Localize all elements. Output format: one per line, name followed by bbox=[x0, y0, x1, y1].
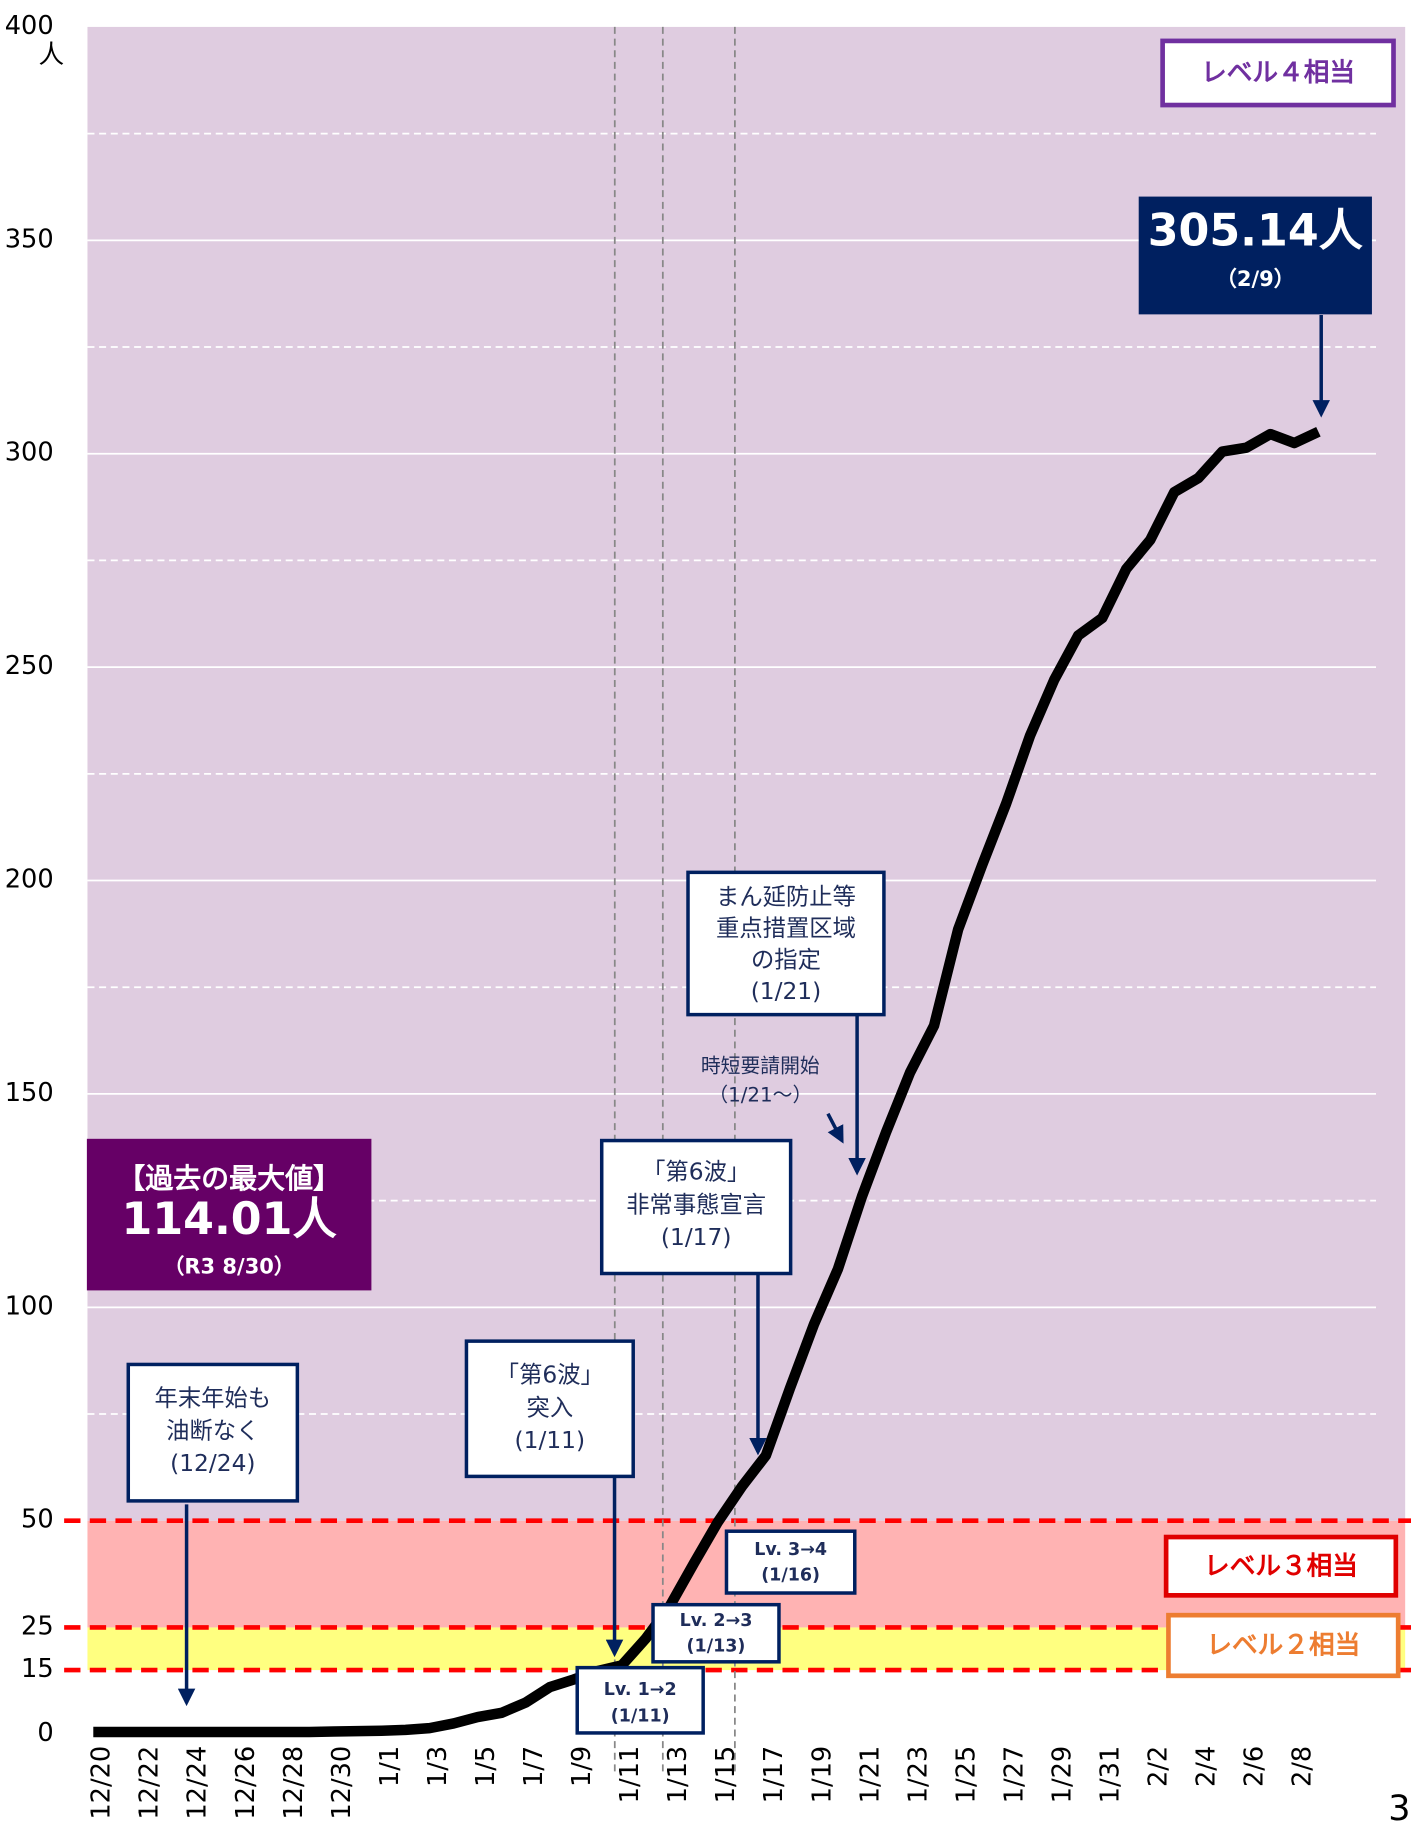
annotation-text: Lv. 3→4 bbox=[754, 1540, 827, 1560]
annotation-text: Lv. 2→3 bbox=[680, 1611, 753, 1631]
annotation-text: (1/13) bbox=[687, 1637, 746, 1657]
x-tick-label: 12/28 bbox=[279, 1746, 309, 1820]
x-tick-label: 12/22 bbox=[135, 1746, 165, 1820]
annotation-text: の指定 bbox=[751, 946, 821, 973]
x-tick-label: 12/20 bbox=[87, 1746, 117, 1820]
level-label: レベル３相当 bbox=[1204, 1551, 1358, 1581]
annotation-text: (1/11) bbox=[515, 1427, 586, 1454]
x-tick-label: 1/3 bbox=[423, 1746, 453, 1787]
x-tick-label: 1/5 bbox=[471, 1746, 501, 1787]
annotation-text: 305.14人 bbox=[1148, 205, 1364, 256]
y-tick-label: 400 bbox=[5, 11, 54, 41]
annotation-text: 油断なく bbox=[166, 1418, 259, 1445]
y-tick-label: 300 bbox=[5, 438, 54, 468]
y-tick-label: 350 bbox=[5, 224, 54, 254]
annotation-text: 時短要請開始 bbox=[701, 1055, 820, 1078]
annotation-box bbox=[86, 1138, 372, 1291]
x-tick-label: 1/21 bbox=[855, 1746, 885, 1804]
annotation-text: Lv. 1→2 bbox=[604, 1680, 677, 1700]
annotation-text: (1/17) bbox=[661, 1224, 732, 1251]
annotation-box bbox=[651, 1602, 781, 1664]
annotation-text: (1/11) bbox=[611, 1707, 670, 1727]
x-tick-label: 1/11 bbox=[615, 1746, 645, 1804]
annotation-arrow bbox=[826, 1112, 844, 1144]
annotation-text: （1/21～） bbox=[708, 1084, 812, 1107]
x-tick-label: 12/30 bbox=[327, 1746, 357, 1820]
level-label-box bbox=[1163, 1534, 1399, 1598]
annotation-text: 【過去の最大値】 bbox=[117, 1162, 341, 1195]
annotation-text: (12/24) bbox=[170, 1450, 255, 1477]
annotation-text: 重点措置区域 bbox=[716, 915, 856, 942]
x-tick-label: 1/7 bbox=[519, 1746, 549, 1787]
y-tick-label: 200 bbox=[5, 865, 54, 895]
x-tick-label: 1/17 bbox=[759, 1746, 789, 1804]
annotation-text: 突入 bbox=[527, 1394, 574, 1421]
y-tick-label: 15 bbox=[21, 1654, 54, 1684]
x-tick-label: 1/1 bbox=[375, 1746, 405, 1787]
x-tick-label: 2/6 bbox=[1240, 1746, 1270, 1787]
annotation-text: （R3 8/30） bbox=[163, 1255, 295, 1279]
annotation-text: 年末年始も bbox=[155, 1385, 272, 1412]
annotation-text: (1/21) bbox=[751, 978, 822, 1005]
x-tick-label: 12/24 bbox=[183, 1746, 213, 1820]
annotation-box bbox=[575, 1665, 705, 1735]
annotation-box bbox=[126, 1362, 300, 1503]
x-tick-label: 2/2 bbox=[1144, 1746, 1174, 1787]
level-label-box bbox=[1160, 38, 1396, 108]
page-number: 3 bbox=[1388, 1789, 1410, 1829]
annotation-text: (1/16) bbox=[761, 1566, 820, 1586]
annotation-box bbox=[599, 1138, 793, 1276]
annotation-text: まん延防止等 bbox=[716, 884, 856, 911]
x-tick-label: 2/4 bbox=[1192, 1746, 1222, 1787]
level-label-box bbox=[1166, 1612, 1401, 1679]
y-tick-label: 150 bbox=[5, 1078, 54, 1108]
annotation-box bbox=[686, 870, 886, 1017]
annotation-text: 「第6波」 bbox=[642, 1159, 750, 1186]
annotation-text: 114.01人 bbox=[122, 1194, 338, 1245]
x-tick-label: 1/25 bbox=[951, 1746, 981, 1804]
x-tick-label: 1/19 bbox=[807, 1746, 837, 1804]
annotation-box bbox=[464, 1339, 635, 1479]
y-tick-label: 25 bbox=[21, 1611, 54, 1641]
x-tick-label: 1/13 bbox=[663, 1746, 693, 1804]
annotation-box bbox=[724, 1529, 857, 1595]
x-tick-label: 1/9 bbox=[567, 1746, 597, 1787]
x-tick-label: 1/23 bbox=[903, 1746, 933, 1804]
level-label: レベル４相当 bbox=[1201, 58, 1355, 88]
data-line bbox=[93, 427, 1321, 1738]
y-tick-label: 250 bbox=[5, 651, 54, 681]
x-tick-label: 2/8 bbox=[1288, 1746, 1318, 1787]
y-tick-label: 0 bbox=[37, 1718, 53, 1748]
x-tick-label: 1/27 bbox=[999, 1746, 1029, 1804]
annotation-text: （2/9） bbox=[1216, 267, 1295, 291]
annotation-text: 「第6波」 bbox=[496, 1362, 604, 1389]
x-tick-label: 1/29 bbox=[1047, 1746, 1077, 1804]
y-tick-label: 50 bbox=[21, 1505, 54, 1535]
x-tick-label: 1/15 bbox=[711, 1746, 741, 1804]
annotation-box bbox=[1138, 196, 1372, 315]
annotation-text: 非常事態宣言 bbox=[626, 1191, 766, 1218]
y-tick-label: 100 bbox=[5, 1291, 54, 1321]
x-tick-label: 1/31 bbox=[1096, 1746, 1126, 1804]
y-unit: 人 bbox=[38, 40, 64, 70]
level-label: レベル２相当 bbox=[1206, 1631, 1360, 1661]
x-tick-label: 12/26 bbox=[231, 1746, 261, 1820]
